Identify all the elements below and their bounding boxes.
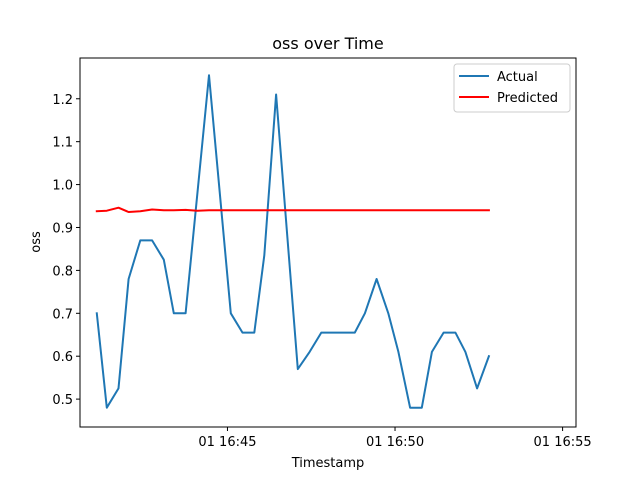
y-axis-label: oss bbox=[29, 231, 44, 253]
x-tick-label: 01 16:50 bbox=[366, 435, 424, 450]
y-tick-label: 0.7 bbox=[52, 307, 73, 322]
x-axis-ticks: 01 16:45 01 16:50 01 16:55 bbox=[198, 427, 592, 450]
y-tick-label: 0.8 bbox=[52, 264, 73, 279]
y-tick-label: 1.0 bbox=[52, 179, 73, 194]
x-axis-label: Timestamp bbox=[291, 456, 365, 471]
y-axis-ticks: 0.5 0.6 0.7 0.8 0.9 1.0 1.1 1.2 bbox=[52, 93, 80, 408]
legend-label-predicted: Predicted bbox=[497, 91, 558, 106]
series-line-predicted bbox=[95, 206, 490, 213]
series-line-actual bbox=[95, 74, 491, 409]
chart-title: oss over Time bbox=[272, 34, 383, 53]
plot-area bbox=[79, 57, 577, 428]
y-tick-label: 0.5 bbox=[52, 393, 73, 408]
y-tick-label: 1.1 bbox=[52, 136, 73, 151]
legend: Actual Predicted bbox=[453, 63, 571, 113]
x-tick-label: 01 16:45 bbox=[198, 435, 256, 450]
x-tick-label: 01 16:55 bbox=[534, 435, 592, 450]
legend-label-actual: Actual bbox=[497, 70, 538, 85]
y-tick-label: 0.6 bbox=[52, 350, 73, 365]
y-tick-label: 1.2 bbox=[52, 93, 73, 108]
series-layer bbox=[95, 74, 491, 409]
y-tick-label: 0.9 bbox=[52, 221, 73, 236]
